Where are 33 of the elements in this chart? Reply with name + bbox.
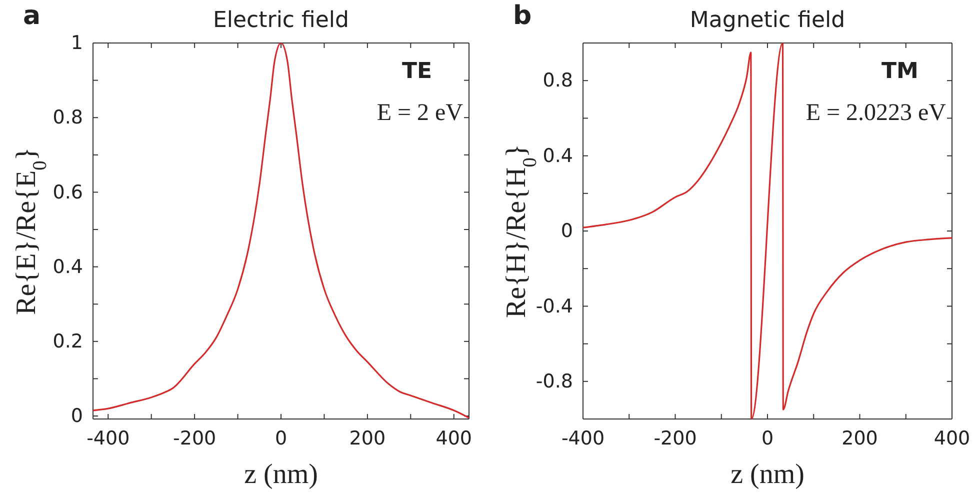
x-tick-label: -400 [561, 427, 605, 450]
text: a [23, 1, 41, 31]
x-tick-label: 200 [842, 427, 878, 450]
y-tick-label: 0.2 [52, 330, 83, 352]
x-axis-title: z (nm) [244, 459, 318, 490]
y-tick-label: 0.6 [52, 181, 83, 204]
line-series [93, 43, 469, 419]
text: b [513, 1, 532, 31]
y-tick-label: 0 [70, 405, 83, 428]
chart-title: Magnetic field [690, 8, 846, 33]
x-tick-label: -200 [173, 427, 216, 450]
y-tick-label: 0.4 [542, 144, 573, 167]
y-tick-label: 0 [560, 220, 573, 242]
y-tick-label: -0.4 [536, 295, 573, 318]
y-tick-label: 1 [70, 32, 83, 54]
x-tick-label: 200 [349, 427, 386, 450]
x-tick-label: 400 [436, 427, 472, 450]
line-series [583, 43, 952, 419]
annotation: TE [402, 59, 432, 84]
x-tick-label: 400 [934, 427, 970, 450]
x-tick-label: 0 [274, 427, 288, 450]
y-tick-label: 0.8 [542, 70, 573, 92]
annotation: E = 2 eV [376, 100, 464, 126]
chart-title: Electric field [213, 8, 349, 33]
annotation: E = 2.0223 eV [806, 100, 947, 126]
x-tick-label: -400 [86, 427, 130, 450]
x-tick-label: 0 [761, 427, 774, 450]
annotation: TM [882, 59, 918, 84]
x-axis-title: z (nm) [730, 459, 804, 490]
y-tick-label: 0.4 [52, 256, 83, 278]
y-tick-label: -0.8 [536, 370, 573, 392]
y-tick-label: 0.8 [52, 106, 83, 129]
x-tick-label: -200 [654, 427, 697, 450]
